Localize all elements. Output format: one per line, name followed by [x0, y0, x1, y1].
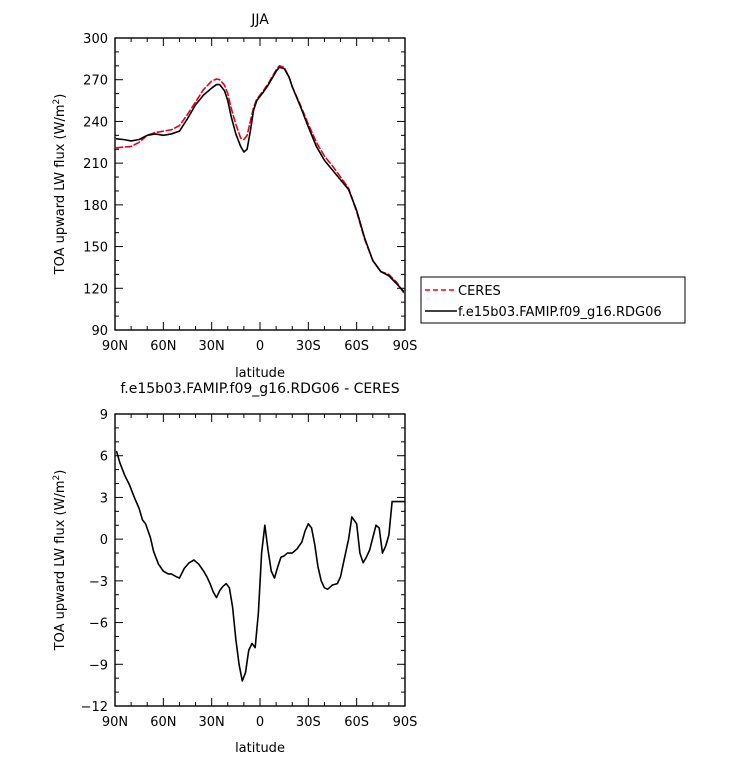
top-x-tick-label: 30N: [199, 339, 225, 354]
bottom-x-tick-label: 60N: [150, 715, 176, 730]
top-series-line-1: [115, 66, 405, 292]
bottom-y-tick-label: 9: [100, 408, 108, 423]
top-chart-ticks: 90N 60N 30N 0 30S 60S 90S 90 120 150 180 210 240 270 3…: [83, 32, 417, 354]
top-chart-panel: JJA 90N 60N 30N 0 30S 60S 90S 90 120 150 180 210 240…: [52, 12, 686, 381]
top-series-line-0: [115, 65, 405, 294]
top-y-tick-label: 210: [83, 157, 108, 172]
bottom-chart-ticks: 90N 60N 30N 0 30S 60S 90S −12 −9 −6 −3 0 3 6 9: [81, 408, 418, 730]
bottom-series-line-0: [115, 450, 405, 682]
bottom-chart-panel: f.e15b03.FAMIP.f09_g16.RDG06 - CERES 90N…: [52, 381, 417, 756]
legend-box: [420, 276, 686, 324]
top-x-axis-label: latitude: [235, 366, 285, 381]
bottom-x-axis-label: latitude: [235, 741, 285, 756]
top-y-tick-label: 120: [83, 282, 108, 297]
legend-label-model: f.e15b03.FAMIP.f09_g16.RDG06: [458, 305, 662, 320]
bottom-y-axis-label-sup: 2: [52, 475, 62, 481]
bottom-x-tick-label: 60S: [344, 715, 369, 730]
bottom-y-tick-label: 0: [100, 533, 108, 548]
top-y-axis-label-main: TOA upward LW flux (W/m: [53, 104, 68, 275]
top-plot-frame: [114, 37, 406, 331]
top-y-axis-label-sup: 2: [52, 99, 62, 105]
bottom-y-tick-label: 3: [100, 491, 108, 506]
top-x-tick-label: 30S: [296, 339, 321, 354]
top-y-tick-label: 90: [91, 324, 108, 339]
bottom-y-tick-label: −3: [89, 575, 108, 590]
bottom-y-tick-label: 6: [100, 450, 108, 465]
top-x-tick-label: 60S: [344, 339, 369, 354]
bottom-y-axis-label-tail: ): [53, 470, 68, 475]
top-x-tick-label: 0: [256, 339, 264, 354]
top-y-tick-label: 180: [83, 199, 108, 214]
top-chart-marks: [115, 65, 405, 294]
bottom-chart-marks: [115, 450, 405, 682]
top-y-tick-label: 300: [83, 32, 108, 47]
top-y-axis-label: TOA upward LW flux (W/m2): [52, 94, 68, 276]
top-x-tick-label: 60N: [150, 339, 176, 354]
bottom-chart-title: f.e15b03.FAMIP.f09_g16.RDG06 - CERES: [120, 381, 399, 397]
bottom-y-tick-label: −9: [89, 658, 108, 673]
top-chart-title: JJA: [250, 12, 269, 28]
bottom-y-axis-label-main: TOA upward LW flux (W/m: [53, 480, 68, 651]
top-x-tick-label: 90N: [102, 339, 128, 354]
bottom-y-tick-label: −6: [89, 617, 108, 632]
top-y-tick-label: 240: [83, 115, 108, 130]
top-y-axis-label-tail: ): [53, 94, 68, 99]
bottom-x-tick-label: 30N: [199, 715, 225, 730]
bottom-x-tick-label: 90N: [102, 715, 128, 730]
top-x-tick-label: 90S: [393, 339, 418, 354]
bottom-y-tick-label: −12: [81, 700, 108, 715]
bottom-y-axis-label: TOA upward LW flux (W/m2): [52, 470, 68, 652]
top-y-tick-label: 150: [83, 241, 108, 256]
bottom-x-tick-label: 30S: [296, 715, 321, 730]
bottom-x-tick-label: 90S: [393, 715, 418, 730]
bottom-x-tick-label: 0: [256, 715, 264, 730]
legend: CERES f.e15b03.FAMIP.f09_g16.RDG06: [420, 276, 686, 324]
legend-label-ceres: CERES: [458, 284, 501, 299]
top-y-tick-label: 270: [83, 74, 108, 89]
